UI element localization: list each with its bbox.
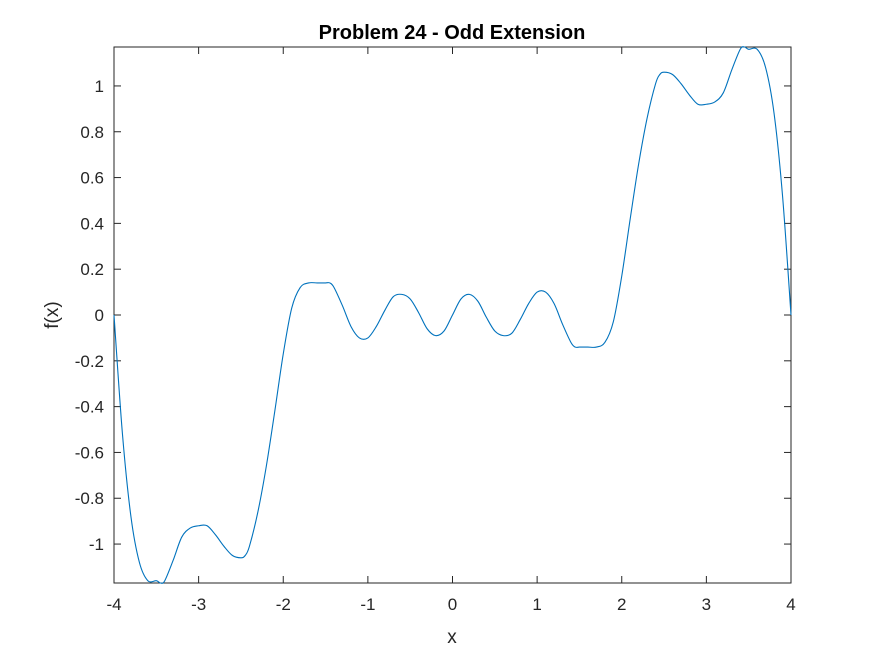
y-tick-label: 0.4	[80, 214, 104, 233]
y-tick-label: 0.6	[80, 169, 104, 188]
y-tick-label: -0.2	[75, 352, 104, 371]
x-tick-label: -4	[106, 595, 121, 614]
y-tick-label: 1	[95, 77, 104, 96]
y-axis: -1 -0.8 -0.6 -0.4 -0.2 0 0.2 0.4 0.6 0.8 1	[75, 77, 791, 554]
series-line	[113, 46, 792, 584]
x-axis-label: x	[447, 627, 457, 648]
x-tick-label: -3	[191, 595, 206, 614]
chart-title: Problem 24 - Odd Extension	[319, 22, 586, 44]
x-tick-label: 1	[532, 595, 541, 614]
y-tick-label: -0.6	[75, 443, 104, 462]
x-tick-label: -2	[276, 595, 291, 614]
y-tick-label: -0.8	[75, 489, 104, 508]
y-axis-label: f(x)	[42, 301, 63, 328]
x-tick-label: -1	[360, 595, 375, 614]
x-tick-label: 4	[786, 595, 795, 614]
x-tick-label: 3	[702, 595, 711, 614]
y-tick-label: -1	[89, 535, 104, 554]
y-tick-label: -0.4	[75, 398, 104, 417]
series-layer	[113, 46, 792, 584]
y-tick-label: 0	[95, 306, 104, 325]
x-tick-label: 2	[617, 595, 626, 614]
x-axis: -4 -3 -2 -1 0 1 2 3 4	[106, 47, 796, 614]
x-tick-label: 0	[448, 595, 457, 614]
y-tick-label: 0.8	[80, 123, 104, 142]
y-tick-label: 0.2	[80, 260, 104, 279]
